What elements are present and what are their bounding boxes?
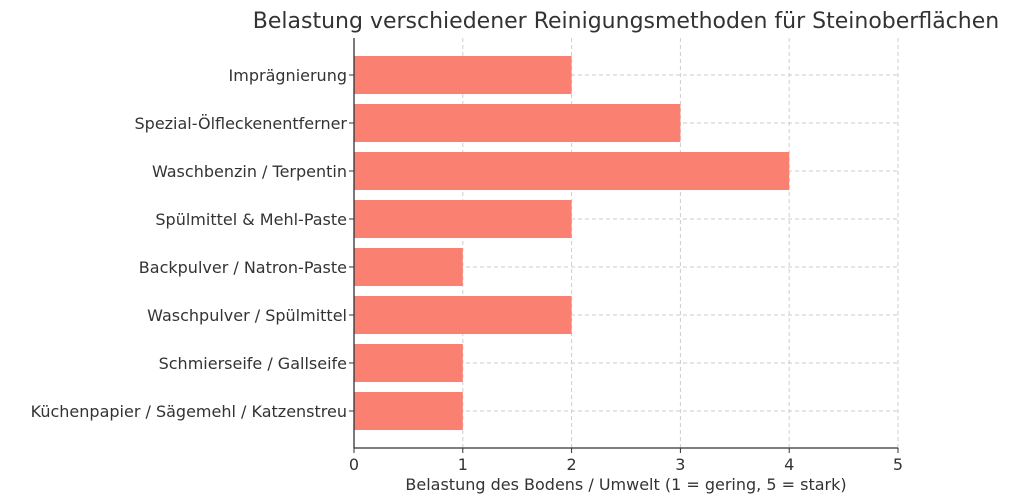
y-tick-label: Küchenpapier / Sägemehl / Katzenstreu — [31, 402, 347, 421]
y-tick-label: Spezial-Ölfleckenentferner — [135, 114, 348, 133]
chart-title: Belastung verschiedener Reinigungsmethod… — [253, 9, 999, 34]
x-tick-label: 2 — [567, 455, 577, 474]
y-tick-label: Schmierseife / Gallseife — [159, 354, 347, 373]
x-tick-label: 5 — [893, 455, 903, 474]
x-tick-label: 4 — [784, 455, 794, 474]
bar — [354, 56, 572, 94]
bar — [354, 344, 463, 382]
x-tick-label: 3 — [675, 455, 685, 474]
bar — [354, 296, 572, 334]
x-tick-label: 0 — [349, 455, 359, 474]
x-tick-label: 1 — [458, 455, 468, 474]
y-tick-label: Imprägnierung — [229, 66, 347, 85]
bar — [354, 392, 463, 430]
bar — [354, 200, 572, 238]
y-tick-label: Backpulver / Natron-Paste — [139, 258, 347, 277]
bar — [354, 152, 790, 190]
y-tick-label: Spülmittel & Mehl-Paste — [155, 210, 347, 229]
x-axis-label: Belastung des Bodens / Umwelt (1 = gerin… — [405, 475, 846, 494]
bar — [354, 248, 463, 286]
y-tick-label: Waschbenzin / Terpentin — [152, 162, 347, 181]
y-tick-label: Waschpulver / Spülmittel — [147, 306, 347, 325]
bar — [354, 104, 681, 142]
